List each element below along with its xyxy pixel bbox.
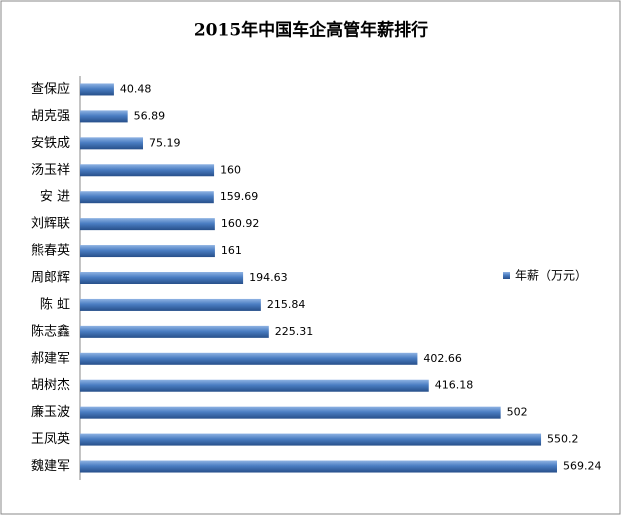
category-label: 胡树杰 — [31, 378, 70, 393]
bar — [80, 298, 261, 311]
legend-swatch — [503, 272, 510, 279]
data-label: 550.2 — [547, 433, 579, 446]
bar — [80, 272, 244, 284]
bar — [80, 164, 215, 177]
legend-label: 年薪（万元） — [515, 269, 587, 283]
data-label: 569.24 — [563, 460, 602, 473]
category-label: 周郎辉 — [31, 271, 70, 286]
bar — [80, 137, 144, 150]
bar — [80, 379, 429, 392]
bar — [80, 218, 215, 231]
bar — [80, 433, 542, 446]
data-label: 225.31 — [275, 325, 314, 338]
data-label: 75.19 — [149, 136, 181, 149]
data-label: 160.92 — [221, 217, 260, 230]
data-label: 402.66 — [423, 352, 462, 365]
category-label: 王凤英 — [31, 432, 70, 447]
category-label: 陈 虹 — [40, 296, 70, 312]
data-label: 416.18 — [435, 379, 474, 392]
bar — [80, 245, 215, 258]
data-label: 161 — [221, 244, 242, 257]
bar — [80, 191, 214, 204]
bar — [80, 406, 501, 419]
category-label: 魏建军 — [31, 459, 70, 474]
data-label: 159.69 — [220, 190, 258, 203]
data-label: 215.84 — [267, 298, 306, 311]
data-label: 502 — [507, 406, 528, 419]
data-label: 56.89 — [134, 109, 166, 122]
data-label: 40.48 — [120, 82, 152, 95]
category-label: 熊春英 — [31, 243, 70, 259]
bar — [80, 325, 269, 338]
category-label: 安铁成 — [31, 136, 70, 151]
data-label: 160 — [220, 163, 241, 176]
bar — [80, 352, 418, 365]
data-label: 194.63 — [249, 271, 288, 284]
category-label: 汤玉祥 — [31, 163, 70, 178]
category-label: 刘辉联 — [31, 217, 70, 232]
category-label: 查保应 — [31, 81, 70, 97]
bar — [80, 110, 128, 123]
bar — [80, 83, 114, 96]
category-label: 廉玉波 — [31, 404, 70, 420]
category-label: 胡克强 — [31, 109, 70, 124]
category-label: 安 进 — [40, 190, 70, 205]
chart-title: 2015年中国车企高管年薪排行 — [194, 20, 428, 41]
category-label: 陈志鑫 — [31, 323, 70, 339]
bar — [80, 460, 557, 473]
category-label: 郝建军 — [31, 351, 70, 366]
